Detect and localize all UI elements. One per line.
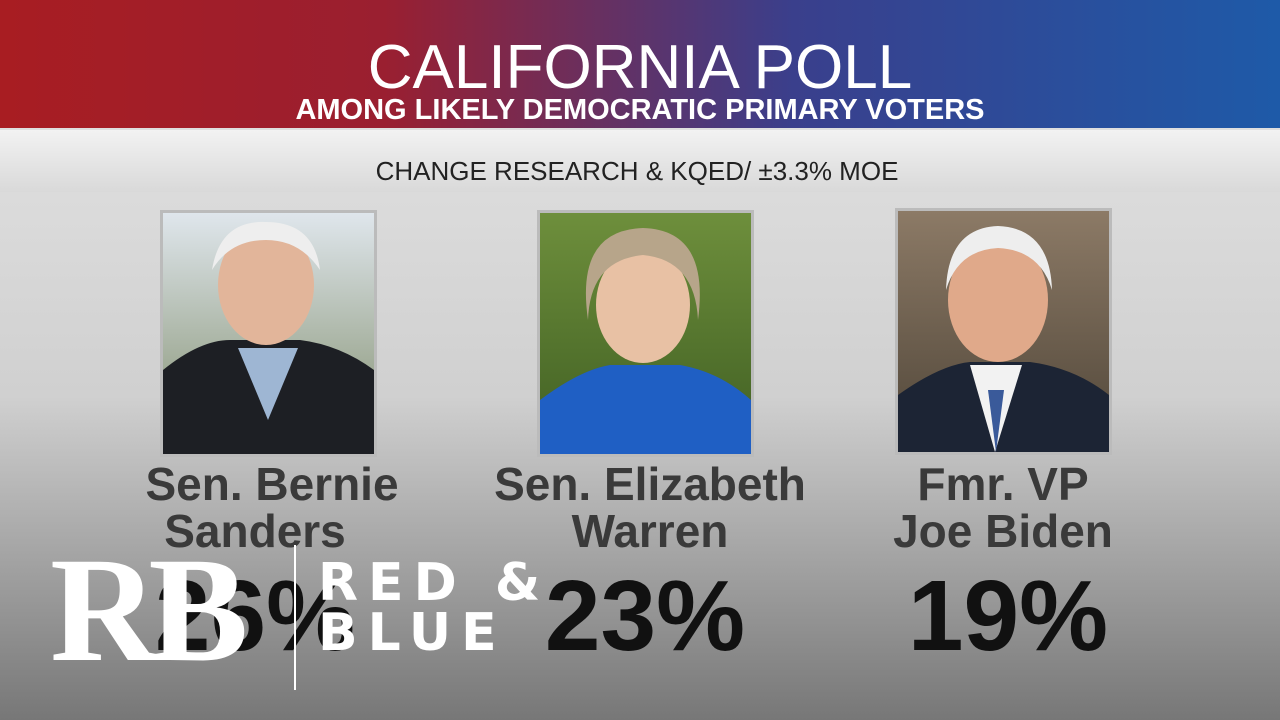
candidate-names: Sen. Bernie Sanders Sen. Elizabeth Warre… <box>145 458 1112 672</box>
source-band <box>0 130 1280 192</box>
percentage: 19% <box>908 560 1108 672</box>
logo-text: BLUE <box>318 603 507 663</box>
percentage: 23% <box>545 560 745 672</box>
header-band <box>0 0 1280 128</box>
candidate-name: Sen. Bernie <box>145 458 398 510</box>
candidate-name: Fmr. VP <box>917 458 1088 510</box>
logo-mark: RB <box>50 527 244 693</box>
subtitle: AMONG LIKELY DEMOCRATIC PRIMARY VOTERS <box>295 94 984 126</box>
photo <box>160 210 377 457</box>
title: CALIFORNIA POLL <box>368 33 912 102</box>
candidate-name: Warren <box>572 505 729 557</box>
percentage: 26% <box>155 560 355 672</box>
candidate-name: Sanders <box>164 505 346 557</box>
logo-text: RED & <box>318 553 550 613</box>
source: CHANGE RESEARCH & KQED/ ±3.3% MOE <box>376 156 899 186</box>
candidate-name: Joe Biden <box>893 505 1113 557</box>
photo <box>537 210 754 457</box>
channel-logo: RB RED & BLUE <box>50 527 550 693</box>
candidate-name: Sen. Elizabeth <box>494 458 806 510</box>
photo <box>895 208 1112 455</box>
